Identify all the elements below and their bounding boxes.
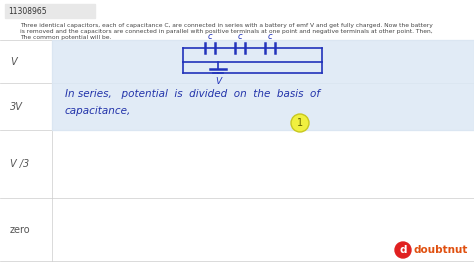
Text: c: c xyxy=(208,32,212,41)
Text: zero: zero xyxy=(10,225,31,235)
Text: V: V xyxy=(215,77,221,86)
Text: c: c xyxy=(268,32,272,41)
Circle shape xyxy=(395,242,411,258)
Circle shape xyxy=(291,114,309,132)
Text: 3V: 3V xyxy=(10,102,23,112)
Bar xyxy=(390,240,470,260)
Text: V: V xyxy=(10,57,17,67)
Text: Three identical capacitors, each of capacitance C, are connected in series with : Three identical capacitors, each of capa… xyxy=(20,23,433,28)
Text: doubtnut: doubtnut xyxy=(414,245,468,255)
Text: c: c xyxy=(237,32,242,41)
Text: V /3: V /3 xyxy=(10,159,29,169)
Text: In series,   potential  is  divided  on  the  basis  of: In series, potential is divided on the b… xyxy=(65,89,320,99)
Text: d: d xyxy=(399,245,407,255)
Bar xyxy=(52,40,474,130)
Text: is removed and the capacitors are connected in parallel with positive terminals : is removed and the capacitors are connec… xyxy=(20,29,433,34)
Text: 1: 1 xyxy=(297,118,303,128)
Bar xyxy=(5,4,95,18)
Text: capacitance,: capacitance, xyxy=(65,106,131,116)
Text: The common potential will be.: The common potential will be. xyxy=(20,35,111,40)
Text: 11308965: 11308965 xyxy=(8,6,46,15)
